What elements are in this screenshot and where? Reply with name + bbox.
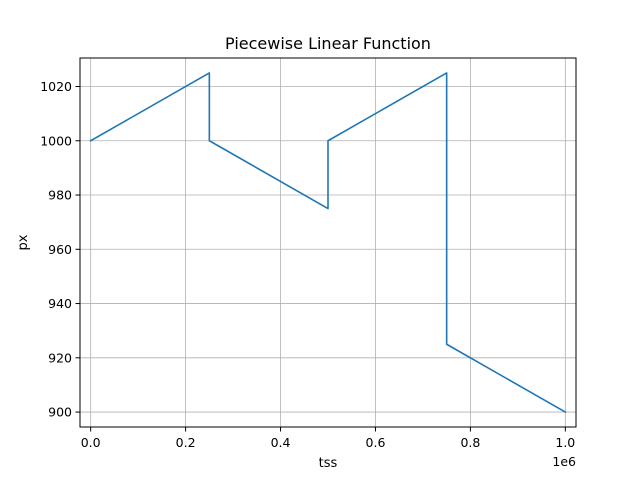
x-tick-label: 0.4 [271,435,291,450]
x-axis-offset-text: 1e6 [552,454,576,469]
plot-area [89,72,567,414]
x-tick-label: 0.6 [366,435,386,450]
y-tick-label: 940 [48,296,72,311]
y-tick-label: 920 [48,350,72,365]
y-axis-label: px [16,234,31,250]
chart-title: Piecewise Linear Function [225,34,431,53]
axes-frame [79,57,577,428]
series-line [89,72,567,414]
y-tick-label: 1020 [40,79,72,94]
grid [80,58,576,427]
x-tick-label: 0.0 [81,435,101,450]
y-tick-label: 900 [48,405,72,420]
x-axis-ticks: 0.0 0.2 0.4 0.6 0.8 1.0 [81,427,575,450]
y-tick-label: 960 [48,242,72,257]
x-axis-label: tss [319,456,338,471]
x-tick-label: 1.0 [555,435,575,450]
y-tick-label: 980 [48,188,72,203]
y-tick-label: 1000 [40,133,72,148]
y-axis-ticks: 900 920 940 960 980 1000 1020 [40,79,80,420]
x-tick-label: 0.2 [176,435,196,450]
x-tick-label: 0.8 [460,435,480,450]
